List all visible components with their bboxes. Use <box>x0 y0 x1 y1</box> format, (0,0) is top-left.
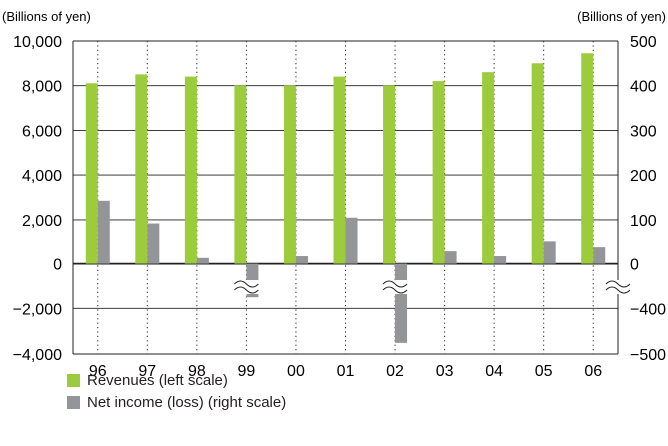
revenue-bar <box>581 53 594 264</box>
net-income-bar <box>147 223 160 264</box>
left-tick-label: −2,000 <box>13 301 62 318</box>
right-tick-label: 400 <box>630 79 657 96</box>
x-tick-label: 06 <box>584 363 602 380</box>
net-income-bar <box>295 256 308 264</box>
x-tick-label: 99 <box>238 363 256 380</box>
revenue-bar <box>531 63 544 264</box>
axis-break-icon-mask <box>233 280 260 294</box>
legend-swatch-revenues <box>67 373 80 387</box>
net-income-bar <box>494 256 507 264</box>
net-income-bar <box>395 263 408 343</box>
left-axis-unit: (Billions of yen) <box>2 9 91 24</box>
plot-area: 10,000 8,000 6,000 4,000 2,000 0 −2,000 −4,000 5… <box>13 34 667 380</box>
net-income-bar <box>196 257 209 264</box>
x-tick-label: 96 <box>89 363 107 380</box>
revenue-bar <box>184 76 197 264</box>
right-tick-label: 500 <box>630 34 657 51</box>
left-tick-label: 8,000 <box>22 79 62 96</box>
axis-break-icon-mask <box>605 280 631 294</box>
left-tick-label: −4,000 <box>13 347 62 364</box>
right-tick-label: 200 <box>630 168 657 185</box>
revenue-bar <box>482 72 495 264</box>
x-tick-label: 03 <box>436 363 454 380</box>
net-income-bar <box>444 251 457 264</box>
x-tick-label: 97 <box>138 363 156 380</box>
legend-label-net-income: Net income (loss) (right scale) <box>87 393 287 411</box>
legend-swatch-net-income <box>67 395 80 409</box>
right-tick-label: −400 <box>630 301 666 318</box>
right-tick-label: 300 <box>630 123 657 140</box>
legend-item-revenues: Revenues (left scale) <box>67 369 286 391</box>
legend-item-net-income: Net income (loss) (right scale) <box>67 391 286 413</box>
revenue-bar <box>383 85 396 264</box>
revenue-bar <box>85 83 98 264</box>
legend-label-revenues: Revenues (left scale) <box>87 371 228 389</box>
left-tick-label: 4,000 <box>22 168 62 185</box>
revenue-bar <box>283 85 296 264</box>
x-tick-label: 98 <box>188 363 206 380</box>
axis-break-icon <box>382 280 408 294</box>
legend: Revenues (left scale) Net income (loss) … <box>67 369 286 413</box>
x-tick-label: 05 <box>535 363 553 380</box>
right-axis-unit: (Billions of yen) <box>577 9 666 24</box>
net-income-bar <box>97 200 110 264</box>
net-income-bar <box>593 247 606 264</box>
left-tick-label: 6,000 <box>22 123 62 140</box>
revenue-bar <box>333 76 346 264</box>
axis-break-icon <box>605 280 631 294</box>
left-tick-label: 0 <box>53 257 62 274</box>
axis-break-icon <box>234 280 259 294</box>
left-tick-label: 10,000 <box>13 34 62 51</box>
left-tick-label: 2,000 <box>22 213 62 230</box>
revenue-bar <box>432 81 445 264</box>
x-tick-label: 00 <box>287 363 305 380</box>
revenue-bar <box>234 85 247 264</box>
x-tick-label: 02 <box>386 363 404 380</box>
right-tick-label: 100 <box>630 213 657 230</box>
x-tick-label: 04 <box>485 363 503 380</box>
right-tick-label: −500 <box>630 347 666 364</box>
net-income-bar <box>345 217 358 264</box>
right-tick-label: 0 <box>630 257 639 274</box>
net-income-bar <box>543 241 556 264</box>
revenue-bar <box>135 74 148 264</box>
x-tick-label: 01 <box>337 363 355 380</box>
axis-break-icon-mask <box>382 280 409 294</box>
